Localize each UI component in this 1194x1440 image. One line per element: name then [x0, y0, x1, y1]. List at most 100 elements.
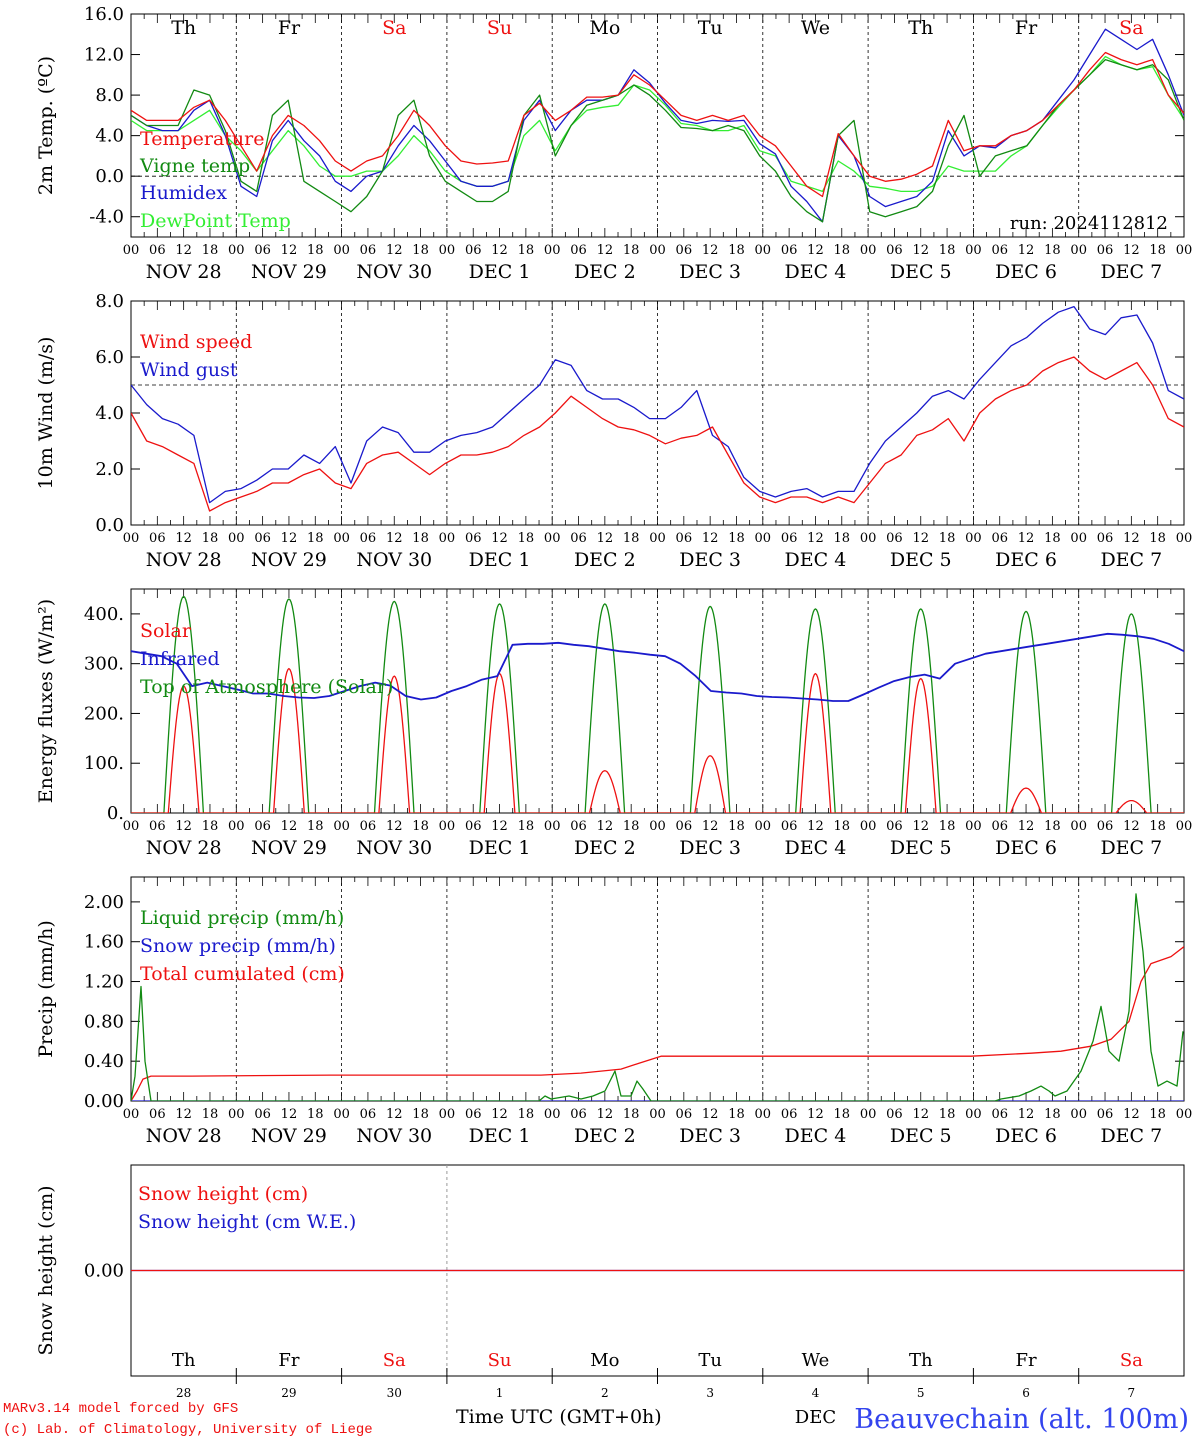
- hour-label: 00: [649, 819, 666, 834]
- hour-label: 00: [1176, 1107, 1193, 1122]
- weekday-label: Su: [488, 1350, 512, 1371]
- y-tick-label: 6.0: [95, 347, 124, 368]
- legend-1: Vigne temp: [139, 155, 250, 177]
- weekday-label: Tu: [698, 1350, 722, 1371]
- hour-label: 06: [149, 819, 166, 834]
- hour-label: 00: [649, 531, 666, 546]
- weekday-label: Th: [172, 1350, 196, 1371]
- date-label: DEC 4: [785, 837, 847, 859]
- hour-label: 18: [834, 531, 851, 546]
- hour-label: 12: [912, 531, 929, 546]
- date-label: NOV 29: [251, 1125, 327, 1147]
- hour-label: 12: [175, 243, 192, 258]
- date-label: NOV 29: [251, 549, 327, 571]
- plot-frame: [130, 13, 1185, 238]
- series-group: [131, 28, 1184, 223]
- hour-label: 12: [491, 243, 508, 258]
- hour-label: 12: [702, 1107, 719, 1122]
- hour-label: 12: [175, 1107, 192, 1122]
- series-group: [131, 305, 1184, 512]
- date-label: DEC 1: [469, 837, 531, 859]
- day-number-label: 28: [176, 1386, 191, 1400]
- date-label: DEC 2: [574, 549, 636, 571]
- weekday-label: Sa: [1120, 1350, 1143, 1371]
- hour-label: 18: [623, 531, 640, 546]
- hour-label: 18: [307, 243, 324, 258]
- y-axis-label: 10m Wind (m/s): [35, 337, 57, 490]
- date-label: DEC 2: [574, 261, 636, 283]
- hour-label: 12: [175, 819, 192, 834]
- hour-label: 00: [965, 243, 982, 258]
- y-tick-label: 100.: [84, 753, 124, 774]
- hour-label: 18: [834, 243, 851, 258]
- month-label: DEC: [795, 1407, 836, 1428]
- hour-label: 00: [228, 243, 245, 258]
- hour-label: 18: [412, 531, 429, 546]
- hour-label: 00: [333, 531, 350, 546]
- hour-label: 18: [623, 1107, 640, 1122]
- date-label: DEC 4: [785, 261, 847, 283]
- hour-label: 06: [465, 1107, 482, 1122]
- hour-label: 06: [465, 819, 482, 834]
- series-line-0: [131, 356, 1184, 512]
- y-tick-label: 400.: [84, 604, 124, 625]
- hour-label: 18: [307, 531, 324, 546]
- date-label: NOV 30: [356, 837, 432, 859]
- hour-label: 18: [728, 243, 745, 258]
- y-tick-label: 300.: [84, 654, 124, 675]
- weekday-label: Fr: [1016, 1350, 1037, 1371]
- temperature-panel: -4.0 0.0 4.0 8.0 12.0 16.0 2m Temp. (ºC) Th Fr Sa…: [35, 4, 1192, 283]
- y-tick-label: 0.00: [84, 1261, 124, 1282]
- hour-label: 06: [465, 531, 482, 546]
- date-label: DEC 7: [1100, 549, 1162, 571]
- hour-label: 12: [597, 819, 614, 834]
- hour-label: 12: [702, 819, 719, 834]
- y-tick-label: 4.0: [95, 126, 124, 147]
- date-label: DEC 7: [1100, 1125, 1162, 1147]
- hour-label: 18: [202, 1107, 219, 1122]
- y-tick-label: 2.00: [84, 892, 124, 913]
- hour-label: 06: [676, 531, 693, 546]
- hour-label: 00: [1070, 243, 1087, 258]
- hour-label: 00: [860, 531, 877, 546]
- hour-label: 06: [886, 1107, 903, 1122]
- hour-label: 18: [939, 819, 956, 834]
- date-label: DEC 5: [890, 549, 952, 571]
- date-label: DEC 3: [679, 549, 741, 571]
- legend-1: Snow height (cm W.E.): [138, 1211, 356, 1233]
- hour-label: 12: [912, 243, 929, 258]
- hour-label: 00: [1070, 531, 1087, 546]
- hour-label: 12: [597, 243, 614, 258]
- hour-label: 12: [281, 531, 298, 546]
- hour-label: 00: [1176, 531, 1193, 546]
- y-tick-label: -4.0: [89, 207, 124, 228]
- plot-frame: [130, 300, 1185, 526]
- hour-label: 12: [597, 1107, 614, 1122]
- hour-label: 18: [939, 531, 956, 546]
- hour-label: 06: [570, 531, 587, 546]
- footer: MARv3.14 model forced by GFS (c) Lab. of…: [3, 1401, 1189, 1438]
- hour-label: 18: [728, 819, 745, 834]
- hour-label: 06: [360, 819, 377, 834]
- weekday-label: Mo: [589, 17, 620, 39]
- hour-label: 12: [807, 243, 824, 258]
- weekday-label: Sa: [382, 17, 406, 39]
- hour-label: 06: [254, 819, 271, 834]
- legend-2: Humidex: [140, 182, 227, 204]
- hour-label: 18: [939, 1107, 956, 1122]
- date-label: DEC 5: [890, 1125, 952, 1147]
- hour-label: 00: [333, 243, 350, 258]
- hour-label: 12: [1018, 531, 1035, 546]
- series-line-2: [131, 595, 1184, 813]
- hour-label: 06: [676, 1107, 693, 1122]
- hour-label: 06: [254, 1107, 271, 1122]
- hour-label: 12: [912, 1107, 929, 1122]
- hour-label: 12: [386, 243, 403, 258]
- hour-label: 18: [412, 819, 429, 834]
- y-axis-label: 2m Temp. (ºC): [35, 56, 57, 195]
- hour-label: 06: [570, 1107, 587, 1122]
- hour-label: 18: [623, 819, 640, 834]
- hour-label: 06: [781, 531, 798, 546]
- hour-label: 06: [465, 243, 482, 258]
- hour-label: 12: [1018, 819, 1035, 834]
